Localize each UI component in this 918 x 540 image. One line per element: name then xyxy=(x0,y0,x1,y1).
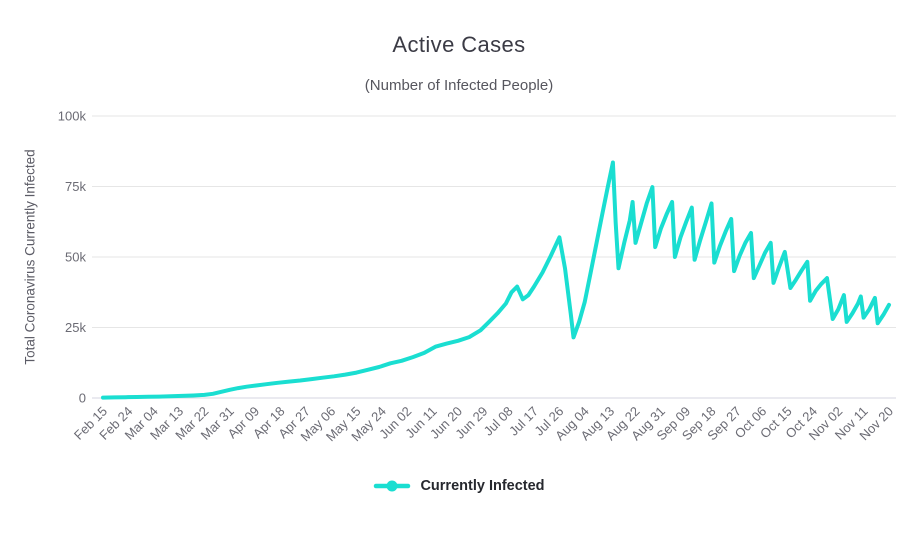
y-tick-labels: 0 25k 50k 75k 100k xyxy=(58,109,87,406)
y-tick-25k: 25k xyxy=(65,320,86,335)
series-line-currently-infected[interactable] xyxy=(101,160,891,400)
legend: Currently Infected xyxy=(0,478,918,494)
gridlines xyxy=(92,115,896,399)
chart-subtitle: (Number of Infected People) xyxy=(364,77,554,94)
y-tick-100k: 100k xyxy=(58,109,87,124)
y-tick-0: 0 xyxy=(79,391,86,406)
legend-item-currently-infected[interactable]: Currently Infected xyxy=(373,478,545,494)
chart-title: Active Cases xyxy=(392,32,526,57)
legend-label: Currently Infected xyxy=(420,478,545,494)
y-tick-50k: 50k xyxy=(65,250,86,265)
legend-line-marker-icon xyxy=(374,480,411,492)
y-tick-75k: 75k xyxy=(65,179,86,194)
